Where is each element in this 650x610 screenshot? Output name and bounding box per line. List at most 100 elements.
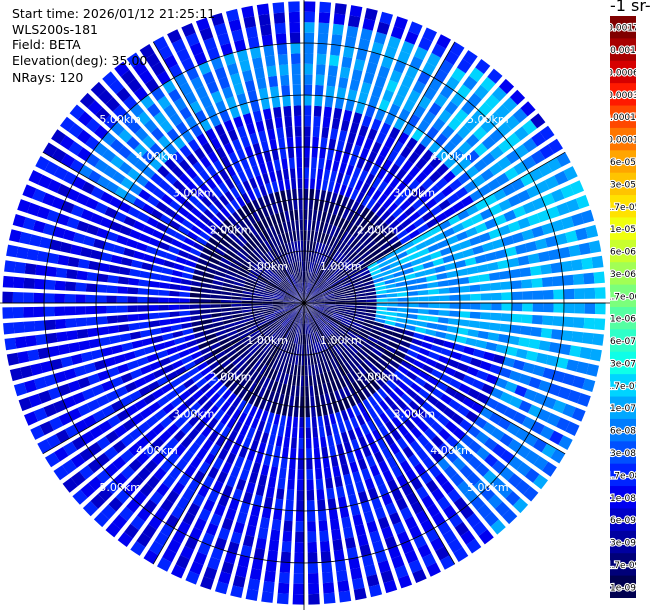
beta-cell: [53, 166, 68, 181]
beta-cell: [134, 377, 147, 388]
beta-cell: [362, 236, 373, 247]
beta-cell: [241, 303, 253, 307]
beta-cell: [214, 22, 228, 36]
beta-cell: [333, 227, 341, 238]
beta-cell: [231, 241, 242, 251]
beta-cell: [342, 109, 353, 122]
beta-cell: [29, 234, 42, 247]
beta-cell: [342, 174, 351, 186]
beta-cell: [273, 293, 285, 298]
beta-cell: [407, 303, 419, 308]
beta-cell: [549, 430, 564, 445]
beta-cell: [441, 125, 455, 139]
beta-cell: [236, 251, 247, 261]
beta-cell: [296, 157, 302, 168]
beta-cell: [226, 62, 239, 76]
beta-cell: [200, 304, 211, 309]
beta-cell: [219, 223, 230, 234]
beta-cell: [382, 89, 394, 103]
beta-cell: [309, 272, 314, 284]
beta-cell: [283, 305, 294, 309]
beta-cell: [434, 133, 448, 147]
beta-cell: [491, 238, 505, 250]
beta-cell: [314, 332, 319, 343]
beta-cell: [372, 348, 383, 357]
beta-cell: [357, 364, 367, 375]
colorbar-swatch: [610, 105, 636, 129]
beta-cell: [56, 331, 68, 342]
beta-cell: [404, 550, 419, 564]
beta-cell: [232, 285, 244, 290]
beta-cell: [397, 365, 409, 375]
beta-cell: [311, 157, 318, 169]
beta-cell: [224, 377, 235, 388]
beta-cell: [475, 431, 490, 445]
beta-cell: [552, 370, 566, 383]
beta-cell: [386, 456, 398, 469]
beta-cell: [24, 411, 38, 426]
beta-cell: [288, 157, 295, 169]
beta-cell: [226, 270, 238, 277]
beta-cell: [94, 159, 109, 173]
beta-cell: [284, 243, 290, 254]
beta-cell: [430, 225, 442, 235]
beta-cell: [190, 225, 202, 235]
beta-cell: [233, 161, 243, 174]
beta-cell: [356, 414, 366, 426]
beta-cell: [51, 148, 67, 163]
beta-cell: [347, 359, 357, 370]
beta-cell: [110, 400, 124, 413]
beta-cell: [341, 337, 351, 347]
beta-cell: [96, 284, 108, 293]
beta-cell: [141, 150, 155, 164]
beta-cell: [252, 310, 264, 314]
beta-cell: [154, 409, 167, 421]
beta-cell: [37, 347, 50, 360]
beta-cell: [376, 310, 387, 315]
beta-cell: [299, 344, 302, 355]
beta-cell: [207, 417, 219, 430]
beta-cell: [253, 290, 264, 295]
beta-cell: [465, 133, 480, 148]
beta-cell: [169, 317, 181, 325]
beta-cell: [304, 303, 312, 311]
beta-cell: [307, 552, 318, 563]
beta-cell: [346, 198, 355, 210]
beta-cell: [373, 474, 385, 487]
beta-cell: [129, 427, 143, 441]
beta-cell: [548, 383, 562, 397]
beta-cell: [323, 310, 334, 316]
beta-cell: [287, 331, 293, 342]
beta-cell: [326, 273, 335, 282]
colorbar-tick-label: 6e-05: [610, 158, 636, 168]
beta-cell: [357, 534, 369, 547]
beta-cell: [320, 243, 326, 255]
beta-cell: [515, 348, 528, 359]
beta-cell: [292, 230, 297, 242]
beta-cell: [73, 365, 87, 377]
beta-cell: [23, 321, 36, 333]
beta-cell: [257, 277, 268, 285]
beta-cell: [126, 136, 140, 150]
beta-cell: [422, 62, 436, 76]
beta-cell: [427, 184, 440, 197]
beta-cell: [161, 193, 174, 206]
beta-cell: [193, 269, 205, 277]
beta-cell: [258, 13, 271, 26]
beta-cell: [327, 360, 334, 371]
beta-cell: [194, 517, 207, 531]
beta-cell: [367, 395, 378, 407]
beta-cell: [428, 464, 442, 478]
beta-cell: [273, 445, 282, 458]
beta-cell: [360, 250, 371, 260]
beta-cell: [315, 220, 321, 232]
beta-cell: [209, 114, 221, 127]
beta-cell: [430, 344, 443, 354]
beta-cell: [305, 271, 307, 283]
beta-cell: [331, 529, 342, 541]
beta-cell: [207, 47, 220, 61]
beta-cell: [271, 369, 278, 381]
beta-cell: [381, 447, 393, 460]
beta-cell: [310, 286, 317, 295]
beta-cell: [580, 209, 595, 224]
